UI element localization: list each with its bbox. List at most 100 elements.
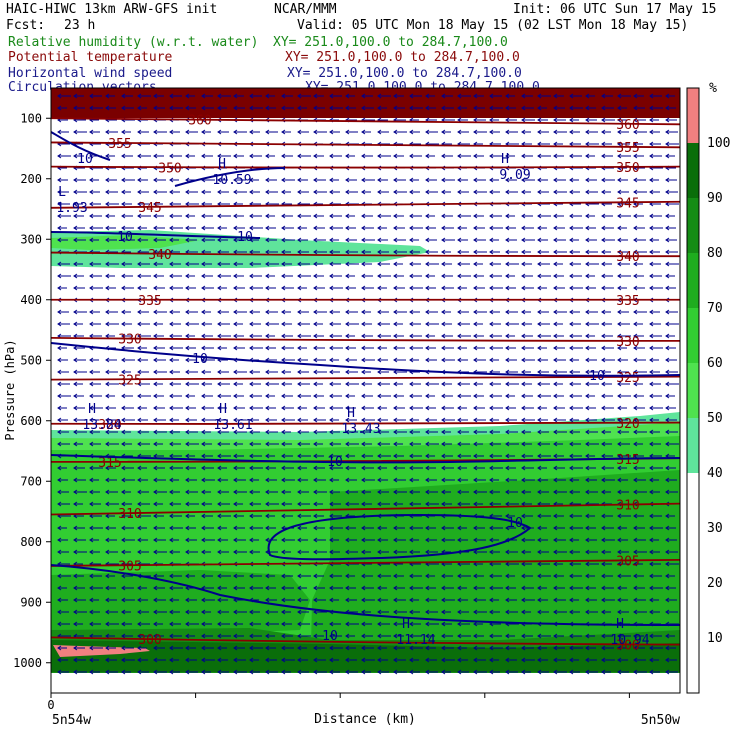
wind-vector-head (553, 441, 558, 447)
wind-vector-head (233, 585, 238, 591)
wind-vector-head (521, 597, 526, 603)
plot-frame (50, 87, 681, 694)
wind-vector-head (121, 657, 126, 663)
wind-vector-head (425, 177, 430, 183)
wind-vector-head (409, 441, 414, 447)
wind-vector-head (521, 225, 526, 231)
wind-vector-head (89, 549, 94, 555)
wind-vector-head (73, 273, 78, 279)
wind-vector-head (73, 201, 78, 207)
wind-vector-head (201, 369, 206, 375)
wind-vector-head (441, 477, 446, 483)
wind-vector-head (313, 573, 318, 579)
wind-vector-head (665, 669, 670, 675)
wind-vector-head (553, 309, 558, 315)
colorbar-level-label: 90 (707, 191, 723, 206)
wind-vector-head (265, 465, 270, 471)
wind-vector-head (89, 645, 94, 651)
wind-vector-head (57, 369, 62, 375)
wind-vector-head (441, 585, 446, 591)
isentrope-label: 325 (616, 371, 639, 386)
wind-vector-head (121, 597, 126, 603)
wind-vector-head (73, 429, 78, 435)
wind-vector-head (585, 405, 590, 411)
wind-vector-head (313, 477, 318, 483)
wind-vector-head (153, 429, 158, 435)
isentrope-line (51, 200, 680, 209)
wind-vector-head (361, 177, 366, 183)
wind-vector-head (601, 105, 606, 111)
wind-extremum-marker: H (501, 152, 509, 167)
wind-vector-head (489, 609, 494, 615)
wind-vector-head (249, 333, 254, 339)
wind-vector-head (505, 261, 510, 267)
wind-vector-head (537, 285, 542, 291)
wind-vector-head (553, 117, 558, 123)
wind-vector-head (329, 429, 334, 435)
wind-vector-head (649, 117, 654, 123)
wind-vector-head (345, 597, 350, 603)
wind-vector-head (105, 489, 110, 495)
isentrope-label: 310 (118, 507, 141, 522)
wind-vector-head (297, 465, 302, 471)
wind-vector-head (441, 129, 446, 135)
wind-vector-head (537, 525, 542, 531)
wind-vector-head (233, 129, 238, 135)
wind-vector-head (569, 573, 574, 579)
wind-vector-head (601, 381, 606, 387)
isentrope-label: 330 (616, 335, 639, 350)
wind-vector-head (217, 105, 222, 111)
wind-vector-head (201, 213, 206, 219)
wind-vector-head (153, 597, 158, 603)
wind-vector-head (409, 501, 414, 507)
wind-vector-head (185, 525, 190, 531)
wind-vector-head (665, 549, 670, 555)
wind-vector-head (393, 633, 398, 639)
wind-speed-contour (51, 231, 261, 239)
wind-vector-head (89, 129, 94, 135)
wind-vector-head (89, 237, 94, 243)
wind-vector-head (201, 105, 206, 111)
wind-vector-head (601, 585, 606, 591)
wind-vector-head (377, 321, 382, 327)
wind-vector-head (313, 501, 318, 507)
wind-vector-head (425, 525, 430, 531)
wind-vector-head (297, 573, 302, 579)
wind-vector-head (425, 429, 430, 435)
wind-vector-head (281, 585, 286, 591)
wind-vector-head (105, 153, 110, 159)
wind-vector-head (489, 633, 494, 639)
wind-vector-head (105, 537, 110, 543)
wind-vector-head (73, 465, 78, 471)
wind-vector-head (585, 549, 590, 555)
wind-vector-head (281, 369, 286, 375)
wind-vector-head (441, 621, 446, 627)
field-rh-xy: XY= 251.0,100.0 to 284.7,100.0 (273, 35, 508, 50)
wind-vector-head (265, 633, 270, 639)
x-axis (50, 693, 630, 698)
wind-vector-head (153, 237, 158, 243)
wind-vector-head (425, 633, 430, 639)
wind-vector-head (393, 309, 398, 315)
wind-vector-head (441, 645, 446, 651)
wind-vector-head (361, 213, 366, 219)
wind-vector-head (553, 429, 558, 435)
wind-vector-head (169, 129, 174, 135)
wind-vector-head (57, 537, 62, 543)
wind-vector-head (505, 597, 510, 603)
wind-vector-head (505, 285, 510, 291)
wind-vector-head (249, 213, 254, 219)
wind-vector-head (201, 513, 206, 519)
wind-vector-head (329, 525, 334, 531)
wind-vector-head (105, 597, 110, 603)
wind-vector-head (473, 333, 478, 339)
wind-vector-head (361, 525, 366, 531)
wind-vector-head (265, 429, 270, 435)
wind-vector-head (441, 405, 446, 411)
wind-vector-head (569, 189, 574, 195)
wind-vector-head (409, 573, 414, 579)
wind-vector-head (137, 609, 142, 615)
wind-vector-head (377, 345, 382, 351)
colorbar-swatch (687, 88, 699, 143)
wind-vector-head (361, 573, 366, 579)
